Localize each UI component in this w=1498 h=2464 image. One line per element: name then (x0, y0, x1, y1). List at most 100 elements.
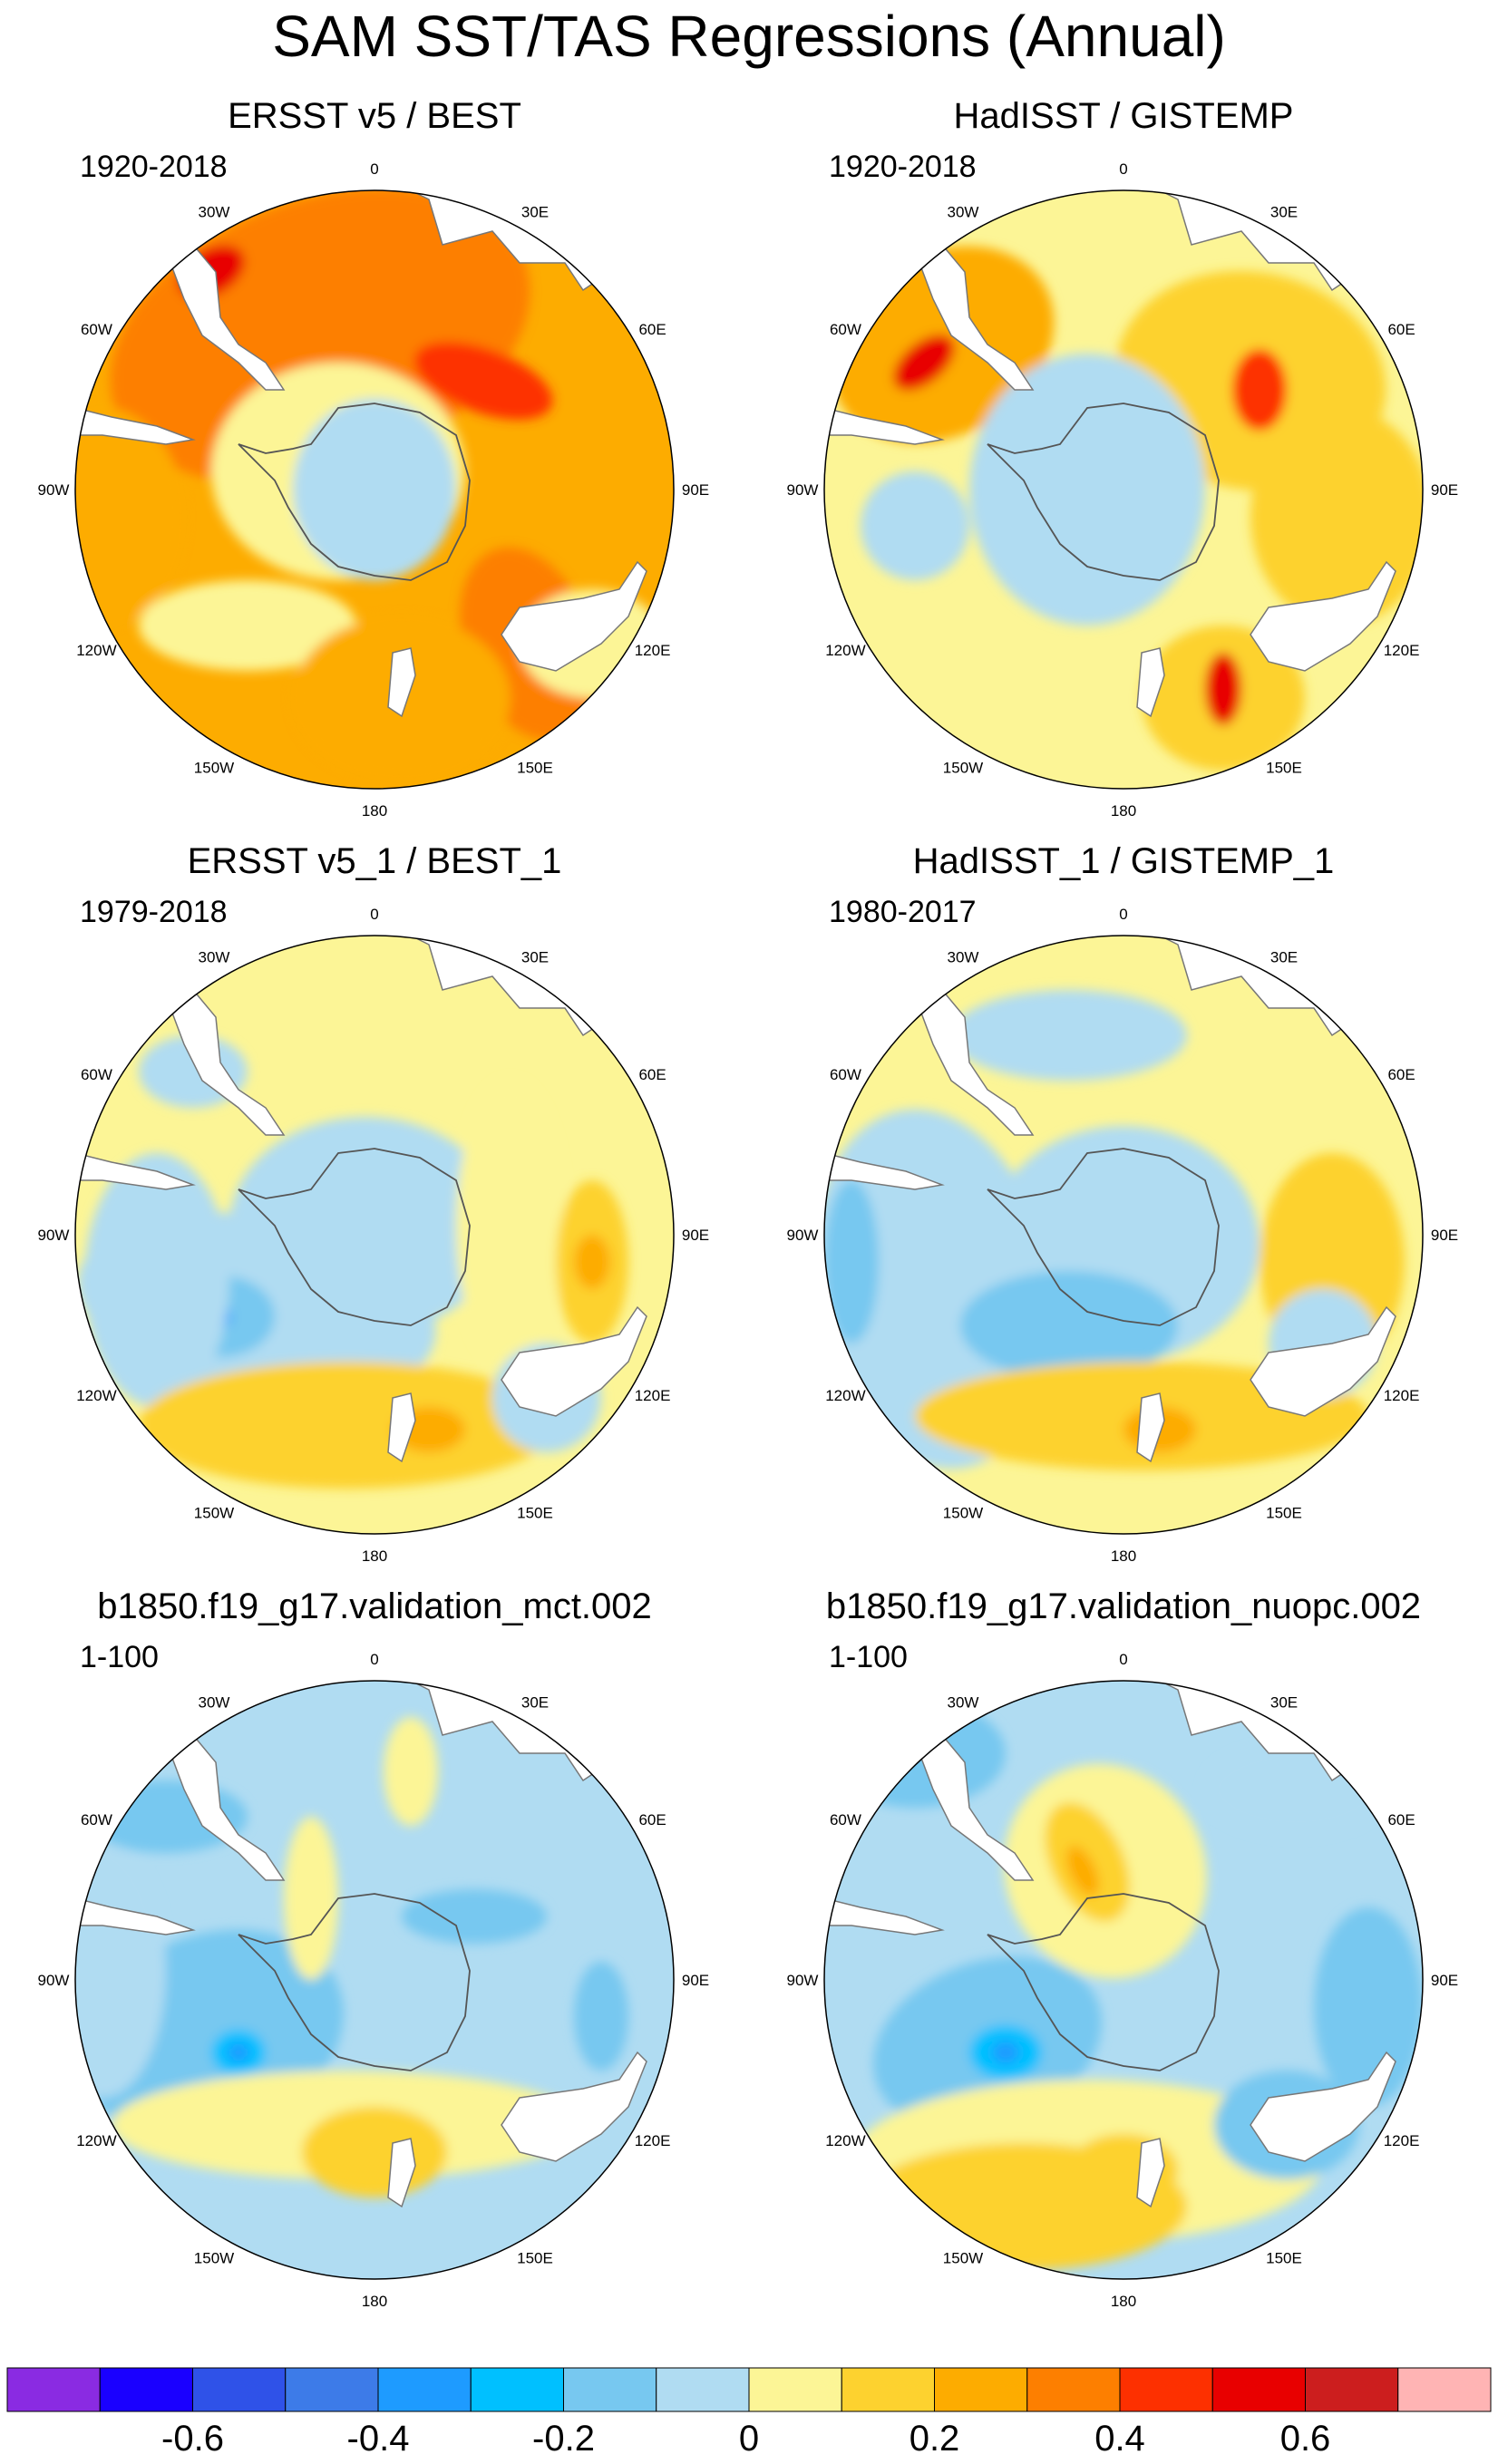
longitude-label: 30W (948, 203, 979, 220)
landmass (1250, 1305, 1396, 1417)
longitude-label: 90W (787, 1227, 819, 1244)
contour-region (1205, 653, 1241, 725)
colorbar-swatches (6, 2367, 1492, 2412)
contour-field (75, 1681, 674, 2279)
landmass (1250, 2051, 1396, 2162)
landmass (387, 647, 416, 718)
colorbar-swatch (377, 2367, 472, 2412)
contour-region (951, 990, 1187, 1081)
longitude-label: 150E (517, 1505, 553, 1522)
longitude-label: 120W (76, 1387, 116, 1404)
contour-region (139, 580, 356, 671)
polar-map: 0 30E 60E 90E 120E 150E 180 150W 120W 90W 60W 30W (787, 1651, 1459, 2310)
longitude-label: 60E (638, 1066, 666, 1083)
longitude-label: 90W (38, 1227, 70, 1244)
longitude-label: 120E (635, 642, 671, 659)
longitude-label: 60W (830, 1066, 861, 1083)
colorbar-tick-label: 0.6 (1279, 2419, 1331, 2459)
longitude-label: 90W (38, 1972, 70, 1989)
landmass (919, 988, 1035, 1136)
antarctica-coastline (987, 1893, 1220, 2071)
longitude-label: 90W (787, 481, 819, 499)
landmass (1136, 1392, 1165, 1463)
panel-title: b1850.f19_g17.validation_mct.002 (97, 1586, 652, 1626)
longitude-label: 180 (1111, 802, 1136, 820)
period-label: 1980-2017 (829, 895, 977, 929)
landmass (1136, 647, 1165, 718)
longitude-label: 90E (1431, 481, 1458, 499)
polar-map: 0 30E 60E 90E 120E 150E 180 150W 120W 90W 60W 30W (38, 160, 710, 820)
longitude-label: 0 (370, 906, 378, 923)
contour-region (84, 1153, 229, 1407)
longitude-label: 90E (682, 1227, 709, 1244)
map-panel: 0 30E 60E 90E 120E 150E 180 150W 120W 90W 60W 30W Ha… (749, 91, 1498, 839)
contour-region (384, 1717, 438, 1826)
polar-map: 0 30E 60E 90E 120E 150E 180 150W 120W 90W 60W 30W (787, 160, 1459, 820)
contour-region (1314, 1907, 1423, 2107)
contour-region (284, 1817, 338, 1980)
colorbar-tick-label: 0.4 (1094, 2419, 1145, 2459)
contour-region (893, 335, 955, 391)
longitude-label: 150W (194, 1505, 234, 1522)
period-label: 1-100 (80, 1640, 159, 1674)
longitude-label: 60W (81, 1066, 112, 1083)
colorbar-swatch (1211, 2367, 1306, 2412)
contour-region (960, 1271, 1178, 1380)
period-label: 1979-2018 (80, 895, 228, 929)
contour-region (302, 2107, 447, 2197)
longitude-label: 150E (517, 2250, 553, 2267)
longitude-label: 180 (362, 802, 387, 820)
longitude-label: 150E (517, 760, 553, 777)
panel-title: ERSST v5 / BEST (228, 96, 521, 136)
longitude-label: 0 (1119, 160, 1127, 178)
contour-region (413, 342, 553, 420)
contour-field (824, 1681, 1423, 2279)
polar-map: 0 30E 60E 90E 120E 150E 180 150W 120W 90W 60W 30W (787, 906, 1459, 1565)
panel-title: b1850.f19_g17.validation_nuopc.002 (825, 1586, 1422, 1626)
contour-field (75, 936, 674, 1534)
map-boundary (823, 189, 1424, 790)
panel-title: ERSST v5_1 / BEST_1 (187, 841, 562, 881)
contour-region (139, 1362, 556, 1489)
colorbar-swatch (841, 2367, 935, 2412)
longitude-label: 60E (638, 321, 666, 338)
map-panel: 0 30E 60E 90E 120E 150E 180 150W 120W 90W 60W 30W b1… (0, 1581, 749, 2330)
colorbar: -0.6 -0.4 -0.2 0 0.2 0.4 0.6 (0, 2364, 1498, 2464)
longitude-label: 180 (1111, 2293, 1136, 2310)
map-boundary (823, 1680, 1424, 2280)
longitude-label: 30E (521, 1693, 549, 1711)
contour-region (75, 1844, 166, 2098)
longitude-label: 150W (943, 1505, 983, 1522)
longitude-label: 0 (1119, 906, 1127, 923)
contour-region (456, 1081, 565, 1371)
colorbar-swatch (748, 2367, 842, 2412)
contour-region (861, 471, 969, 580)
contour-region (992, 2042, 1019, 2063)
contour-region (228, 2043, 249, 2061)
polar-map: 0 30E 60E 90E 120E 150E 180 150W 120W 90W 60W 30W (38, 1651, 710, 2310)
longitude-label: 150E (1266, 1505, 1302, 1522)
longitude-label: 60W (81, 1811, 112, 1829)
landmass (170, 988, 286, 1136)
colorbar-tick-label: -0.4 (346, 2419, 410, 2459)
antarctica-coastline (238, 403, 471, 581)
panel-title: HadISST_1 / GISTEMP_1 (912, 841, 1335, 881)
longitude-label: 180 (362, 1547, 387, 1565)
longitude-label: 150E (1266, 760, 1302, 777)
colorbar-swatch (1026, 2367, 1121, 2412)
contour-region (824, 1699, 1006, 1808)
longitude-label: 150E (1266, 2250, 1302, 2267)
contour-region (293, 399, 456, 580)
map-boundary (74, 189, 675, 790)
colorbar-tick-label: 0.2 (909, 2419, 960, 2459)
longitude-label: 90E (1431, 1227, 1458, 1244)
longitude-label: 30E (1270, 948, 1298, 965)
longitude-label: 90E (1431, 1972, 1458, 1989)
longitude-label: 30W (948, 948, 979, 965)
contour-region (75, 408, 184, 626)
longitude-label: 30E (1270, 203, 1298, 220)
map-panel: 0 30E 60E 90E 120E 150E 180 150W 120W 90W 60W 30W b1… (749, 1581, 1498, 2330)
landmass (1250, 560, 1396, 672)
map-boundary (74, 1680, 675, 2280)
landmass (387, 1392, 416, 1463)
